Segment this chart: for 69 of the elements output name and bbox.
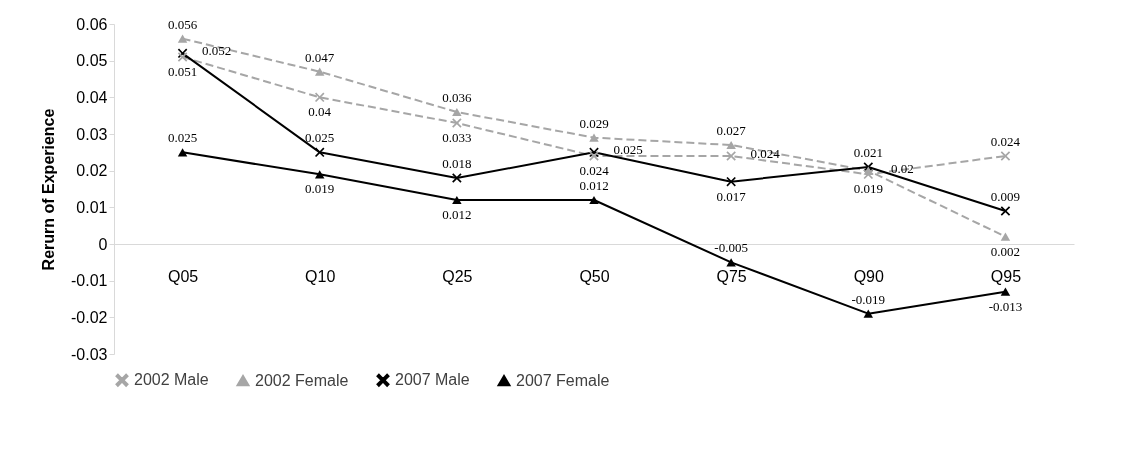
legend-label: 2007 Female	[516, 371, 610, 389]
data-label: 0.019	[305, 181, 335, 197]
point	[589, 133, 599, 142]
point	[726, 151, 736, 161]
point	[177, 148, 188, 157]
point	[863, 169, 874, 180]
legend-label: 2002 Male	[134, 371, 209, 389]
point	[314, 147, 325, 158]
data-label: 0.056	[167, 16, 198, 32]
data-label: 0.018	[442, 156, 472, 171]
point	[863, 309, 874, 318]
data-label: -0.005	[714, 240, 748, 256]
x-tick-label: Q90	[853, 267, 884, 285]
data-label: 0.047	[305, 49, 335, 65]
data-label: 0.036	[442, 90, 472, 105]
data-label: 0.04	[308, 104, 332, 120]
data-label: 0.002	[990, 243, 1021, 259]
x-tick-label: Q75	[716, 267, 747, 285]
data-label: 0.027	[716, 123, 747, 138]
point	[314, 67, 325, 76]
point	[589, 151, 599, 161]
y-tick-label: -0.01	[71, 272, 108, 290]
data-label: 0.024	[990, 134, 1021, 149]
legend-label: 2007 Male	[395, 371, 470, 389]
point	[314, 92, 325, 103]
x-tick-label: Q10	[305, 267, 336, 285]
point	[1000, 287, 1011, 296]
data-label: -0.019	[851, 291, 886, 307]
y-tick-label: -0.03	[71, 345, 108, 363]
data-label: 0.051	[167, 64, 198, 79]
data-label: 0.009	[990, 189, 1021, 204]
x-tick-label: Q25	[442, 267, 473, 285]
y-tick-label: 0	[98, 235, 108, 253]
y-tick-label: 0.01	[76, 198, 108, 216]
y-tick-label: 0.06	[76, 15, 108, 33]
data-label: 0.019	[853, 181, 883, 197]
data-label: 0.029	[579, 115, 609, 131]
y-tick-label: 0.02	[76, 162, 108, 180]
data-label: 0.052	[201, 43, 232, 59]
data-label: 0.024	[750, 146, 781, 161]
y-tick-label: 0.04	[76, 88, 108, 106]
x-tick-label: Q05	[167, 267, 199, 285]
data-label: 0.012	[442, 207, 472, 222]
point	[452, 173, 462, 183]
y-tick-label: 0.05	[76, 52, 108, 70]
x-tick-label: Q95	[990, 267, 1022, 285]
data-label: 0.033	[442, 130, 472, 145]
y-tick-label: -0.02	[71, 308, 108, 326]
x-tick-label: Q50	[579, 267, 610, 285]
data-label: 0.012	[579, 178, 609, 193]
point	[589, 195, 599, 205]
point	[726, 140, 736, 150]
data-label: 0.024	[579, 163, 610, 178]
data-label: 0.025	[613, 142, 643, 158]
point	[314, 170, 325, 179]
point	[452, 118, 462, 128]
data-label: 0.017	[716, 188, 747, 204]
data-label: 0.025	[305, 130, 335, 146]
point	[452, 107, 462, 117]
point	[452, 195, 462, 205]
data-label: 0.021	[853, 145, 883, 160]
data-label: 0.02	[890, 160, 914, 176]
data-label: -0.013	[988, 298, 1023, 314]
point	[1000, 232, 1011, 241]
y-tick-label: 0.03	[76, 125, 108, 143]
data-label: 0.025	[167, 130, 198, 146]
legend-label: 2002 Female	[255, 371, 349, 389]
y-axis-title: Rerurn of Experience	[40, 108, 58, 271]
point	[177, 34, 188, 43]
